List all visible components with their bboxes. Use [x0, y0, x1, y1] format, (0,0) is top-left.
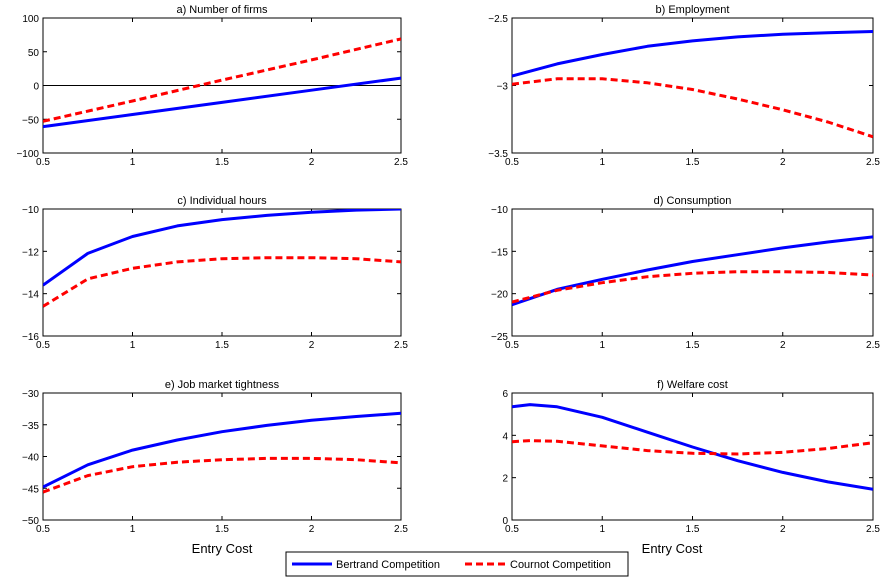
x-tick-label: 1.5: [686, 157, 700, 168]
x-tick-label: 2: [780, 340, 786, 351]
x-tick-label: 0.5: [505, 340, 519, 351]
axes-box: [42, 392, 402, 521]
panel-title: f) Welfare cost: [657, 379, 728, 391]
panel-2: b) Employment 0.5 1 1.5 2 2.5 −3.5 −3 −2.5: [488, 4, 880, 168]
x-tick-label: 1: [130, 157, 136, 168]
x-tick-label: 1: [599, 157, 605, 168]
x-tick-label: 2: [780, 157, 786, 168]
cournot-line: [43, 456, 401, 494]
y-tick-label: −50: [22, 516, 39, 527]
y-tick-label: −14: [22, 290, 39, 301]
cournot-line: [512, 270, 873, 304]
bertrand-line: [512, 30, 873, 78]
x-tick-label: 2.5: [866, 157, 880, 168]
bertrand-line: [512, 235, 873, 307]
panel-3: c) Individual hours 0.5 1 1.5 2 2.5 −16 −14 −12 −…: [22, 195, 408, 351]
axes-box: [42, 208, 402, 337]
x-axis-label: Entry Cost: [192, 541, 253, 556]
x-tick-label: 0.5: [505, 157, 519, 168]
panel-title: d) Consumption: [654, 195, 732, 207]
y-tick-label: −25: [491, 332, 508, 343]
panel-4: d) Consumption 0.5 1 1.5 2 2.5 −25 −20 −15 −10: [491, 195, 880, 351]
axes-box: [511, 392, 874, 521]
bertrand-line: [43, 209, 401, 287]
y-tick-label: −16: [22, 332, 39, 343]
y-tick-label: −3: [497, 82, 509, 93]
x-tick-label: 2: [309, 157, 315, 168]
x-tick-label: 1.5: [215, 157, 229, 168]
panel-title: c) Individual hours: [177, 195, 267, 207]
x-tick-label: 1.5: [215, 340, 229, 351]
y-tick-label: −35: [22, 421, 39, 432]
panel-6: f) Welfare cost 0.5 1 1.5 2 2.5 0 2 4 6: [502, 379, 880, 535]
y-tick-label: 100: [22, 14, 39, 25]
x-axis-label: Entry Cost: [642, 541, 703, 556]
legend-cournot-label: Cournot Competition: [510, 559, 611, 571]
cournot-line: [512, 439, 873, 456]
y-tick-label: −45: [22, 484, 39, 495]
y-tick-label: −40: [22, 453, 39, 464]
y-tick-label: 0: [33, 82, 39, 93]
y-tick-label: −100: [16, 149, 39, 160]
y-tick-label: 50: [28, 48, 40, 59]
x-tick-label: 1.5: [215, 524, 229, 535]
x-tick-label: 1: [599, 340, 605, 351]
cournot-line: [43, 37, 401, 123]
y-tick-label: 2: [502, 474, 508, 485]
x-tick-label: 2.5: [866, 524, 880, 535]
cournot-line: [512, 77, 873, 139]
x-tick-label: 1: [130, 340, 136, 351]
panel-title: e) Job market tightness: [165, 379, 280, 391]
x-tick-label: 0.5: [36, 340, 50, 351]
y-tick-label: −20: [491, 290, 508, 301]
bertrand-line: [43, 411, 401, 489]
y-tick-label: 0: [502, 516, 508, 527]
x-tick-label: 1: [130, 524, 136, 535]
cournot-line: [43, 256, 401, 308]
x-tick-label: 2: [780, 524, 786, 535]
x-tick-label: 0.5: [36, 157, 50, 168]
legend-bertrand-label: Bertrand Competition: [336, 559, 440, 571]
x-tick-label: 0.5: [36, 524, 50, 535]
x-tick-label: 1: [599, 524, 605, 535]
y-tick-label: 4: [502, 431, 508, 442]
y-tick-label: −10: [491, 205, 508, 216]
y-tick-label: −10: [22, 205, 39, 216]
panel-5: e) Job market tightness 0.5 1 1.5 2 2.5 −50 −45…: [22, 379, 408, 535]
x-tick-label: 2: [309, 524, 315, 535]
panel-title: a) Number of firms: [176, 4, 268, 16]
legend: Bertrand Competition Cournot Competition: [285, 551, 629, 577]
x-tick-label: 0.5: [505, 524, 519, 535]
axes-box: [511, 17, 874, 154]
y-tick-label: −50: [22, 115, 39, 126]
y-tick-label: −3.5: [488, 149, 508, 160]
y-tick-label: −2.5: [488, 14, 508, 25]
x-tick-label: 2: [309, 340, 315, 351]
x-tick-label: 2.5: [394, 157, 408, 168]
y-tick-label: −15: [491, 247, 508, 258]
legend-box: [285, 551, 629, 577]
bertrand-line: [43, 76, 401, 129]
y-tick-label: −12: [22, 247, 39, 258]
y-tick-label: 6: [502, 389, 508, 400]
x-tick-label: 2.5: [394, 340, 408, 351]
x-tick-label: 2.5: [866, 340, 880, 351]
x-tick-label: 1.5: [686, 524, 700, 535]
x-tick-label: 2.5: [394, 524, 408, 535]
panel-title: b) Employment: [656, 4, 730, 16]
x-tick-label: 1.5: [686, 340, 700, 351]
panel-1: a) Number of firms 0.5 1 1.5 2 2.5 −100 −50 0 50 1…: [16, 4, 408, 168]
y-tick-label: −30: [22, 389, 39, 400]
bertrand-line: [512, 403, 873, 491]
